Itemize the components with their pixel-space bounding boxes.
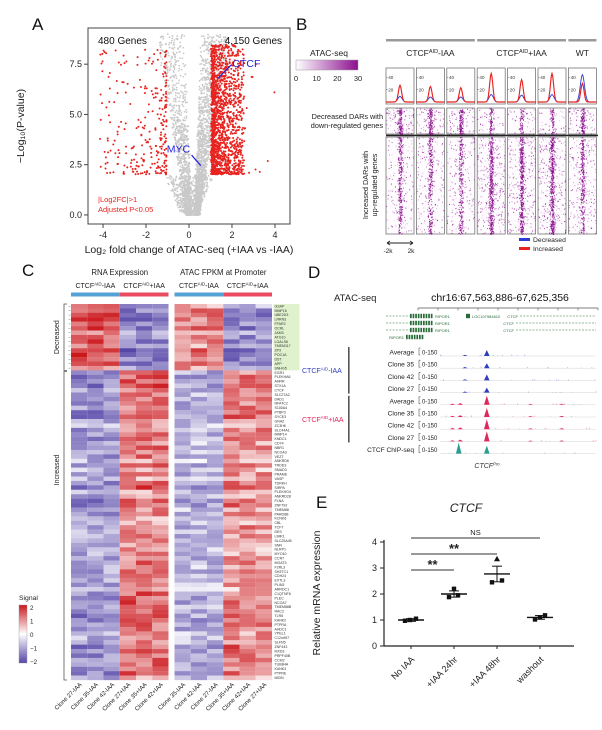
svg-text:40: 40 [510,75,516,80]
svg-text:40: 40 [479,75,485,80]
volcano-plot: -4 -2 0 2 4 0.0 2.5 5.0 7.5 Log₂ fold change of A… [15,27,294,256]
svg-text:40: 40 [388,75,394,80]
svg-text:2: 2 [229,230,234,240]
panel-letter-d: D [308,263,321,282]
svg-text:30: 30 [354,74,362,83]
svg-text:MYC: MYC [167,144,191,156]
svg-text:CTCF: CTCF [232,58,260,70]
svg-text:4,150 Genes: 4,150 Genes [225,36,282,47]
svg-text:2.5: 2.5 [69,160,82,170]
svg-text:−Log₁₀(P-value): −Log₁₀(P-value) [15,89,27,163]
svg-text:-4: -4 [99,230,107,240]
svg-text:ATAC-seq: ATAC-seq [310,48,348,58]
atac-tornado-heatmap: ATAC-seq 0 10 20 30 CTCFAID-IAA CTCFAID+IAA WT 4… [294,39,598,255]
svg-text:20: 20 [540,87,546,92]
svg-text:20: 20 [510,87,516,92]
svg-text:4: 4 [272,230,277,240]
svg-text:480 Genes: 480 Genes [98,36,147,47]
svg-text:0: 0 [294,74,298,83]
panel-letter-c: C [22,261,35,280]
svg-text:20: 20 [388,87,394,92]
svg-text:40: 40 [419,75,425,80]
svg-text:20: 20 [419,87,425,92]
svg-text:CTCFAID-IAA: CTCFAID-IAA [406,48,455,58]
svg-text:5.0: 5.0 [69,109,82,119]
svg-text:CTCFAID+IAA: CTCFAID+IAA [496,48,547,58]
svg-text:40: 40 [449,75,455,80]
svg-text:20: 20 [449,87,455,92]
svg-text:0.0: 0.0 [69,210,82,220]
svg-text:-2: -2 [142,230,150,240]
svg-text:0: 0 [186,230,191,240]
svg-text:Adjusted P<0.05: Adjusted P<0.05 [98,205,153,214]
expression-heatmap: RNA Expression ATAC FPKM at PromoterCTCFA… [18,268,300,713]
panel-letter-e: E [316,493,328,512]
panel-letter-a: A [32,15,44,34]
svg-text:7.5: 7.5 [69,59,82,69]
svg-text:10: 10 [312,74,320,83]
svg-text:|Log2FC|>1: |Log2FC|>1 [98,195,137,204]
svg-text:WT: WT [576,48,589,58]
svg-text:20: 20 [333,74,341,83]
svg-text:40: 40 [540,75,546,80]
svg-text:Log₂ fold change of ATAC-seq (: Log₂ fold change of ATAC-seq (+IAA vs -I… [85,244,294,256]
svg-text:20: 20 [479,87,485,92]
svg-text:40: 40 [571,75,577,80]
svg-text:20: 20 [571,87,577,92]
panel-letter-b: B [296,15,308,34]
genome-browser-tracks: ATAC-seq chr16:67,563,886-67,625,356RIPOR… [302,292,599,470]
